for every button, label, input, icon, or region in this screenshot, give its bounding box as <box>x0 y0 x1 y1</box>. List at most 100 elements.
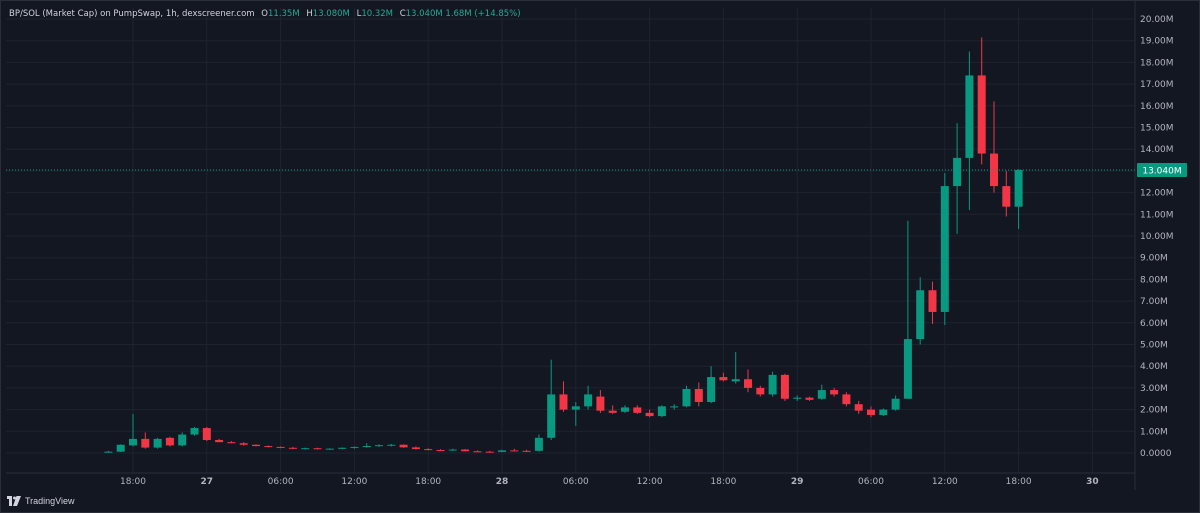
x-tick-label: 18:00 <box>1006 477 1032 487</box>
candle <box>817 384 826 400</box>
candle-body <box>657 406 666 417</box>
x-tick-label: 06:00 <box>858 477 884 487</box>
candle-body <box>879 409 888 416</box>
y-tick-label: 8.00M <box>1140 275 1168 285</box>
candle <box>916 277 925 345</box>
candle <box>436 449 445 451</box>
candle-body <box>756 387 765 395</box>
x-tick-label: 18:00 <box>120 477 146 487</box>
candle-body <box>645 412 654 417</box>
candle-body <box>719 377 728 381</box>
candle <box>596 390 605 413</box>
legend-close-value: 13.040M <box>405 9 443 19</box>
candle-body <box>903 339 912 399</box>
candle <box>719 372 728 382</box>
last-price-badge <box>1137 163 1187 178</box>
candle <box>707 366 716 404</box>
candle <box>313 447 322 450</box>
legend-change-value: 1.68M (+14.85%) <box>445 9 521 19</box>
x-tick-label: 06:00 <box>268 477 294 487</box>
candle-body <box>510 450 519 452</box>
x-tick-label: 12:00 <box>341 477 367 487</box>
price-axis: 20.00M 19.00M 18.00M 17.00M 16.00M 15.00M 14.0… <box>1140 15 1174 459</box>
candle <box>805 396 814 401</box>
candle <box>215 438 224 443</box>
x-tick-label: 28 <box>496 477 509 487</box>
tradingview-logo[interactable]: TradingView <box>7 496 75 506</box>
candle-body <box>805 397 814 400</box>
candle <box>744 369 752 393</box>
candle-body <box>670 406 679 408</box>
candles <box>104 37 1023 453</box>
candle <box>116 444 125 452</box>
y-tick-label: 18.00M <box>1140 58 1174 68</box>
x-tick-label: 12:00 <box>932 477 958 487</box>
candle-body <box>264 446 273 448</box>
candle <box>584 385 593 410</box>
candle-body <box>301 448 310 450</box>
chart-legend: BP/SOL (Market Cap) on PumpSwap, 1h, dex… <box>9 9 521 19</box>
x-tick-label: 18:00 <box>710 477 736 487</box>
candle <box>498 449 506 453</box>
candle <box>141 432 150 449</box>
candle-body <box>375 445 383 447</box>
candle <box>645 409 654 418</box>
candle-body <box>461 449 470 452</box>
candle-body <box>436 449 445 451</box>
candle-body <box>793 397 802 399</box>
candle <box>608 405 617 414</box>
candle <box>165 436 174 447</box>
tradingview-icon <box>7 496 21 506</box>
candle <box>178 432 187 447</box>
candle <box>928 281 937 324</box>
y-tick-label: 7.00M <box>1140 297 1168 307</box>
candle-body <box>768 374 777 395</box>
legend-low-label: L <box>356 9 362 19</box>
candle-body <box>202 428 211 440</box>
candle <box>510 448 519 452</box>
candle-body <box>965 75 974 158</box>
candle-body <box>891 398 900 410</box>
candle-body <box>608 410 617 413</box>
y-tick-label: 6.00M <box>1140 319 1168 329</box>
y-tick-label: 14.00M <box>1140 145 1174 155</box>
legend-symbol: BP/SOL (Market Cap) on PumpSwap, 1h, dex… <box>9 9 255 19</box>
candle-body <box>116 444 125 452</box>
candle-body <box>252 444 260 447</box>
candle <box>387 443 396 447</box>
candle-body <box>1014 170 1023 207</box>
candle-body <box>867 409 875 416</box>
legend-open-value: 11.35M <box>268 9 300 19</box>
candle <box>1014 169 1023 230</box>
y-tick-label: 4.00M <box>1140 362 1168 372</box>
x-tick-label: 18:00 <box>415 477 441 487</box>
candle-body <box>362 446 371 448</box>
candle <box>903 220 912 399</box>
candle-body <box>325 448 334 450</box>
y-tick-label: 12.00M <box>1140 189 1174 199</box>
y-tick-label: 16.00M <box>1140 102 1174 112</box>
y-tick-label: 11.00M <box>1140 210 1174 220</box>
candle-body <box>104 451 113 453</box>
candle-body <box>411 447 420 450</box>
legend-high-value: 13.080M <box>312 9 350 19</box>
candle-body <box>940 186 949 312</box>
candle-body <box>498 450 506 452</box>
candle <box>879 408 888 417</box>
candle <box>891 395 900 411</box>
legend-open-label: O <box>261 9 268 19</box>
y-tick-label: 19.00M <box>1140 37 1174 47</box>
x-tick-label: 12:00 <box>637 477 663 487</box>
candle <box>867 406 875 418</box>
candle <box>202 426 211 442</box>
candle-body <box>522 450 531 452</box>
candle-body <box>473 451 482 453</box>
candle-body <box>485 451 494 453</box>
candle-body <box>977 75 986 154</box>
candle-body <box>387 444 396 446</box>
candle <box>362 443 371 448</box>
candle-body <box>178 434 187 446</box>
candle-body <box>338 447 347 449</box>
candle-body <box>854 404 863 411</box>
